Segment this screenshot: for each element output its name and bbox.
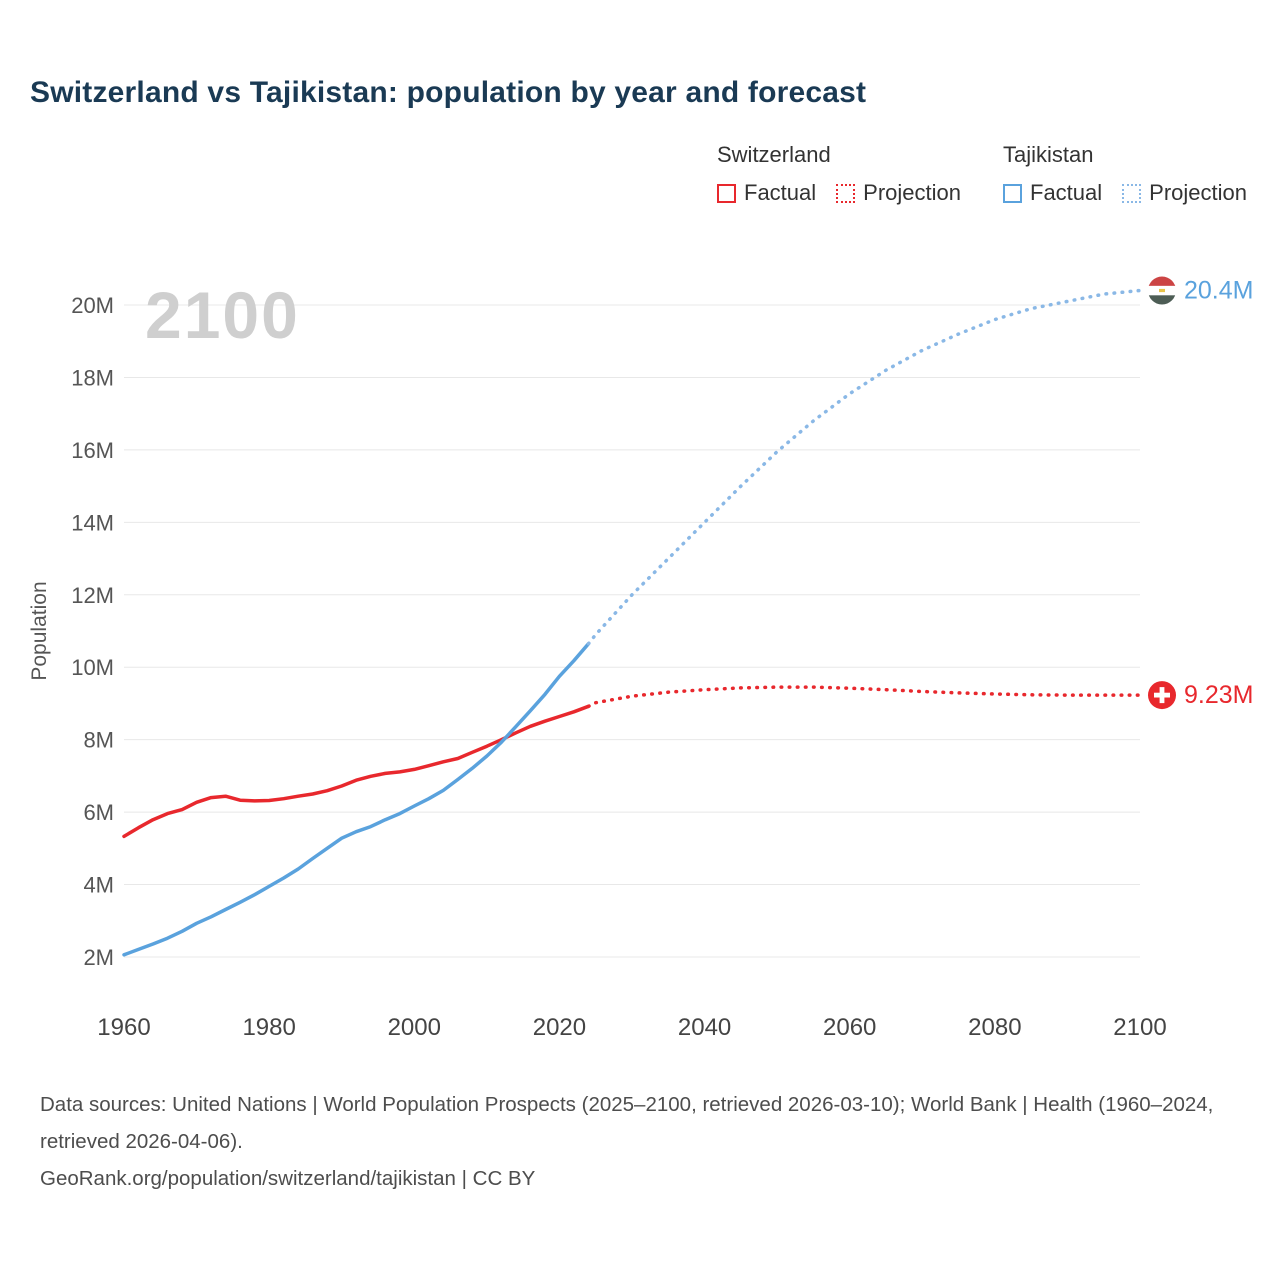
y-tick-label: 18M bbox=[71, 365, 114, 390]
y-tick-label: 20M bbox=[71, 293, 114, 318]
legend-group-switzerland-label: Switzerland bbox=[717, 142, 831, 167]
x-tick-label: 2000 bbox=[388, 1014, 441, 1041]
legend-items-switzerland: Factual Projection bbox=[717, 180, 961, 206]
y-tick-label: 14M bbox=[71, 510, 114, 535]
legend-swatch-dotted-blue-icon bbox=[1122, 183, 1142, 203]
legend-group-tajikistan: Tajikistan Factual Projection bbox=[1003, 142, 1247, 206]
y-tick-label: 4M bbox=[83, 873, 114, 898]
legend-item-label: Projection bbox=[1149, 180, 1247, 205]
data-sources-text: Data sources: United Nations | World Pop… bbox=[40, 1093, 1214, 1153]
y-axis-label: Population bbox=[28, 581, 51, 680]
series-switzerland-projection bbox=[586, 685, 1142, 709]
y-tick-label: 12M bbox=[71, 583, 114, 608]
legend-item-switzerland-projection[interactable]: Projection bbox=[836, 180, 961, 206]
chart-legend: Switzerland Factual Projection Tajikista… bbox=[717, 142, 1247, 206]
y-tick-label: 10M bbox=[71, 655, 114, 680]
population-line-chart: 2M 4M 6M 8M 10M 12M 14M 16M 18M 20M 2100 Population… bbox=[28, 276, 1253, 1041]
y-tick-label: 8M bbox=[83, 728, 114, 753]
legend-item-switzerland-factual[interactable]: Factual bbox=[717, 180, 816, 206]
legend-group-switzerland: Switzerland Factual Projection bbox=[717, 142, 961, 206]
legend-item-label: Projection bbox=[863, 180, 961, 205]
end-label-value: 9.23M bbox=[1184, 681, 1253, 709]
y-tick-label: 2M bbox=[83, 945, 114, 970]
series-switzerland-factual bbox=[122, 704, 591, 839]
x-tick-label: 2040 bbox=[678, 1014, 731, 1041]
attribution-text: GeoRank.org/population/switzerland/tajik… bbox=[40, 1167, 536, 1190]
flag-cross-vertical bbox=[1159, 687, 1165, 704]
tajikistan-flag-icon bbox=[1148, 276, 1176, 305]
end-label-value: 20.4M bbox=[1184, 277, 1253, 305]
legend-item-tajikistan-factual[interactable]: Factual bbox=[1003, 180, 1102, 206]
legend-swatch-solid-blue-icon bbox=[1003, 183, 1022, 203]
y-tick-label: 6M bbox=[83, 800, 114, 825]
footer: Data sources: United Nations | World Pop… bbox=[40, 1086, 1220, 1197]
legend-item-label: Factual bbox=[744, 180, 817, 205]
x-tick-label: 1980 bbox=[242, 1014, 295, 1041]
x-tick-label: 2060 bbox=[823, 1014, 876, 1041]
series-tajikistan-factual bbox=[122, 641, 591, 957]
end-label-tajikistan: 20.4M bbox=[1148, 276, 1253, 305]
x-tick-label: 1960 bbox=[97, 1014, 150, 1041]
chart-title: Switzerland vs Tajikistan: population by… bbox=[30, 76, 867, 109]
x-tick-label: 2100 bbox=[1113, 1014, 1166, 1041]
legend-items-tajikistan: Factual Projection bbox=[1003, 180, 1247, 206]
legend-item-label: Factual bbox=[1030, 180, 1103, 205]
x-tick-label: 2080 bbox=[968, 1014, 1021, 1041]
legend-swatch-dotted-red-icon bbox=[836, 183, 856, 203]
legend-item-tajikistan-projection[interactable]: Projection bbox=[1122, 180, 1247, 206]
y-tick-label: 16M bbox=[71, 438, 114, 463]
x-tick-label: 2020 bbox=[533, 1014, 586, 1041]
end-label-switzerland: 9.23M bbox=[1148, 681, 1253, 710]
watermark-year: 2100 bbox=[145, 278, 300, 352]
series-tajikistan-projection bbox=[586, 288, 1142, 646]
legend-group-tajikistan-label: Tajikistan bbox=[1003, 142, 1094, 167]
legend-swatch-solid-red-icon bbox=[717, 183, 736, 203]
